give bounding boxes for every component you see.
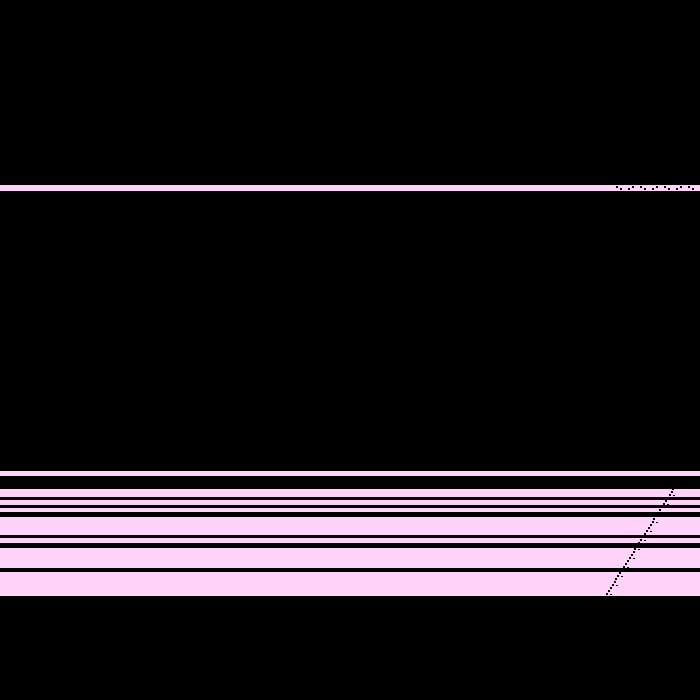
dither-pixel bbox=[608, 590, 610, 592]
lower-stripe-band bbox=[0, 471, 700, 596]
stripe bbox=[0, 572, 700, 596]
dither-pixel bbox=[678, 479, 680, 481]
dither-pixel bbox=[659, 509, 661, 511]
dither-pixel bbox=[621, 569, 623, 571]
dither-pixel bbox=[680, 186, 682, 188]
dither-pixel bbox=[688, 186, 690, 188]
dither-pixel bbox=[652, 188, 654, 190]
dither-pixel bbox=[633, 551, 635, 553]
dither-pixel bbox=[642, 536, 644, 538]
dither-pixel bbox=[652, 521, 654, 523]
dither-pixel bbox=[616, 186, 618, 188]
dither-pixel bbox=[620, 188, 622, 190]
dither-pixel bbox=[632, 186, 634, 188]
dither-pixel bbox=[680, 476, 682, 478]
dither-pixel bbox=[672, 488, 674, 490]
dither-pixel bbox=[676, 188, 678, 190]
dither-pixel bbox=[644, 188, 646, 190]
dither-pixel bbox=[661, 513, 663, 514]
dither-pixel bbox=[606, 593, 608, 595]
dither-pixel bbox=[644, 533, 646, 535]
dither-pixel bbox=[623, 566, 625, 568]
dither-pixel bbox=[656, 186, 658, 188]
dither-pixel bbox=[667, 504, 669, 505]
dither-pixel bbox=[638, 542, 640, 544]
dither-pixel bbox=[616, 585, 618, 586]
dither-pixel bbox=[692, 188, 694, 190]
dither-pixel bbox=[631, 554, 633, 556]
stripe bbox=[0, 548, 700, 568]
dither-pixel bbox=[661, 506, 663, 508]
dither-pixel bbox=[633, 558, 635, 559]
dither-pixel bbox=[610, 587, 612, 589]
dither-pixel bbox=[665, 500, 667, 502]
dither-pixel bbox=[664, 186, 666, 188]
dither-pixel bbox=[621, 576, 623, 577]
dither-pixel bbox=[629, 557, 631, 559]
dither-pixel bbox=[684, 477, 686, 478]
dither-pixel bbox=[656, 522, 658, 523]
dither-pixel bbox=[648, 527, 650, 529]
dither-pixel bbox=[669, 494, 671, 496]
dither-pixel bbox=[657, 512, 659, 514]
stripe bbox=[0, 500, 700, 505]
dither-pixel bbox=[634, 548, 636, 550]
dither-pixel bbox=[676, 482, 678, 484]
dither-pixel bbox=[627, 560, 629, 562]
dither-artifact-diagonal bbox=[606, 476, 686, 595]
dither-pixel bbox=[667, 497, 669, 499]
dither-artifact-upper bbox=[616, 186, 694, 190]
dither-pixel bbox=[627, 567, 629, 568]
upper-stripe bbox=[0, 185, 700, 191]
dither-pixel bbox=[636, 545, 638, 547]
dither-pixel bbox=[644, 540, 646, 541]
dither-pixel bbox=[640, 539, 642, 541]
dither-pixel bbox=[671, 491, 673, 493]
dither-pixel bbox=[628, 188, 630, 190]
stripe bbox=[0, 517, 700, 535]
dither-pixel bbox=[619, 572, 621, 574]
dither-pixel bbox=[650, 524, 652, 526]
dither-pixel bbox=[610, 594, 612, 595]
dither-pixel bbox=[638, 549, 640, 550]
stripe bbox=[0, 508, 700, 512]
dither-pixel bbox=[673, 495, 675, 496]
dither-pixel bbox=[678, 486, 680, 487]
dither-pixel bbox=[650, 531, 652, 532]
dither-pixel bbox=[674, 485, 676, 487]
dither-pixel bbox=[653, 518, 655, 520]
dither-pixel bbox=[640, 186, 642, 188]
stripe bbox=[0, 471, 700, 476]
stripe bbox=[0, 538, 700, 543]
dither-pixel bbox=[617, 575, 619, 577]
stripe bbox=[0, 489, 700, 497]
dither-pixel bbox=[646, 530, 648, 532]
dither-pixel bbox=[625, 563, 627, 565]
dither-pixel bbox=[655, 515, 657, 517]
dither-pixel bbox=[614, 581, 616, 583]
dither-pixel bbox=[615, 578, 617, 580]
dither-pixel bbox=[612, 584, 614, 586]
dither-pixel bbox=[668, 188, 670, 190]
dither-pixel bbox=[663, 503, 665, 505]
